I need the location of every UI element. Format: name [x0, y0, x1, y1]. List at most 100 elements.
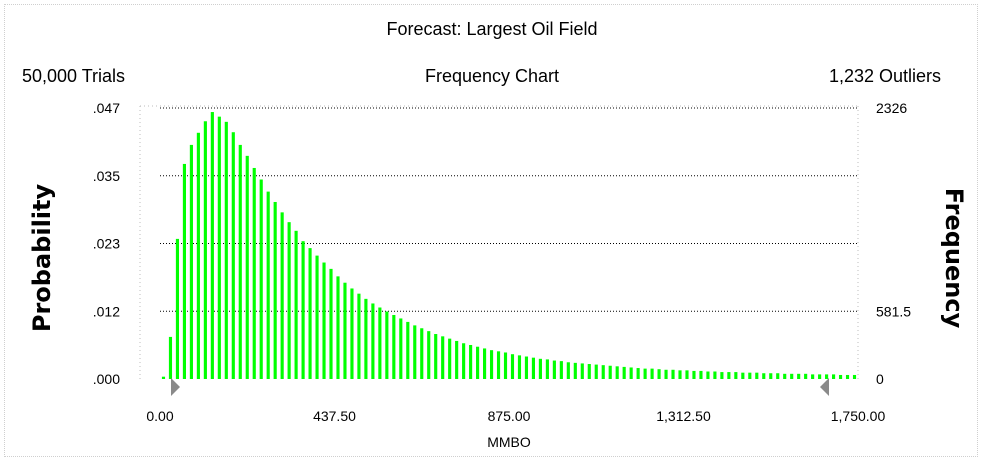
histogram-bar [259, 179, 263, 379]
histogram-bar [203, 121, 207, 379]
histogram-bar [196, 132, 200, 379]
x-axis-label: MMBO [487, 434, 531, 450]
histogram-bar [224, 121, 228, 380]
histogram-bar [350, 288, 354, 379]
histogram-bar [531, 357, 536, 379]
histogram-bar [406, 321, 410, 379]
x-tick-label: 1,750.00 [831, 408, 886, 424]
histogram-bar [825, 374, 829, 379]
histogram-bar [664, 369, 668, 379]
histogram-bar [538, 358, 542, 379]
histogram-bar [231, 132, 235, 379]
histogram-bar [434, 334, 438, 379]
x-tick-label: 437.50 [313, 408, 356, 424]
histogram-bar [336, 276, 340, 379]
histogram-bar [315, 255, 319, 379]
histogram-bar [420, 328, 424, 379]
y-tick-label-left: .035 [93, 168, 120, 184]
histogram-bar [357, 293, 361, 379]
histogram-bar [587, 364, 591, 379]
histogram-bar [601, 365, 605, 379]
histogram-bar [189, 144, 193, 379]
right-range-marker[interactable] [820, 378, 829, 396]
histogram-bar [741, 372, 745, 379]
histogram-bar [427, 331, 431, 379]
histogram-bar [692, 370, 696, 379]
histogram-bar [161, 376, 166, 379]
histogram-bar [392, 314, 396, 379]
histogram-bar [489, 350, 494, 379]
ticks-layer: .000 .012 .023 .035 .047 0 581.5 2326 0.00 437.50… [93, 100, 911, 424]
x-tick-label: 875.00 [488, 408, 531, 424]
histogram-bar [811, 374, 815, 379]
histogram-bar [469, 344, 473, 379]
histogram-bar [510, 354, 515, 379]
histogram-bar [301, 241, 305, 379]
histogram-bar [168, 336, 173, 379]
histogram-bar [622, 366, 626, 379]
histogram-bar [399, 318, 403, 379]
histogram-bar [308, 248, 312, 379]
histogram-bar [273, 201, 277, 379]
histogram-bar [517, 355, 522, 379]
histogram-bar [280, 212, 284, 379]
histogram-bar [643, 368, 647, 379]
y-tick-label-left: .023 [93, 236, 120, 252]
histogram-bar [790, 373, 794, 379]
y-tick-label-left: .047 [93, 100, 120, 116]
histogram-bar [678, 370, 682, 379]
histogram-bar [294, 230, 298, 379]
histogram-bar [748, 372, 752, 379]
y-tick-label-left: .012 [93, 303, 120, 319]
histogram-bar [727, 372, 731, 379]
histogram-bar [671, 369, 675, 379]
histogram-bar [608, 365, 612, 379]
histogram-bar [385, 311, 389, 379]
histogram-bar [818, 374, 822, 379]
histogram-bar [831, 374, 836, 379]
histogram-bar [580, 363, 584, 379]
y-axis-label-left: Probability [28, 184, 56, 333]
y-tick-label-right: 2326 [876, 100, 907, 116]
histogram-bar [720, 372, 724, 379]
trials-count: 50,000 Trials [22, 66, 126, 86]
histogram-bar [441, 336, 445, 379]
histogram-bar [755, 372, 759, 379]
histogram-bar [762, 373, 766, 379]
histogram-bar [175, 238, 180, 379]
y-tick-label-right: 0 [876, 371, 884, 387]
histogram-bar [552, 360, 556, 379]
y-tick-label-left: .000 [93, 371, 120, 387]
x-tick-label: 1,312.50 [656, 408, 711, 424]
histogram-bar [462, 343, 466, 379]
histogram-bar [371, 303, 375, 379]
y-axis-label-right: Frequency [940, 188, 968, 329]
histogram-bar [685, 370, 689, 379]
histogram-bar [455, 340, 459, 379]
histogram-bar [713, 371, 717, 379]
bars-layer [161, 112, 857, 380]
histogram-bar [322, 262, 326, 379]
y-tick-label-right: 581.5 [876, 303, 911, 319]
histogram-bar [636, 368, 640, 379]
histogram-bar [776, 373, 780, 379]
histogram-bar [448, 338, 452, 379]
histogram-bar [559, 361, 563, 379]
chart-title: Forecast: Largest Oil Field [386, 19, 598, 39]
chart-subtitle: Frequency Chart [424, 66, 560, 86]
histogram-bar [378, 307, 382, 379]
x-tick-label: 0.00 [146, 408, 173, 424]
histogram-bar [343, 282, 347, 379]
histogram-bar [287, 222, 291, 379]
histogram-bar [783, 373, 787, 379]
histogram-bar [329, 268, 333, 379]
histogram-bar [797, 373, 801, 379]
outliers-count: 1,232 Outliers [828, 66, 941, 86]
histogram-bar [364, 298, 368, 379]
histogram-bar [182, 163, 187, 379]
histogram-bar [482, 348, 487, 379]
left-range-marker[interactable] [171, 378, 180, 396]
histogram-bar [629, 367, 633, 379]
histogram-bar [699, 370, 703, 379]
